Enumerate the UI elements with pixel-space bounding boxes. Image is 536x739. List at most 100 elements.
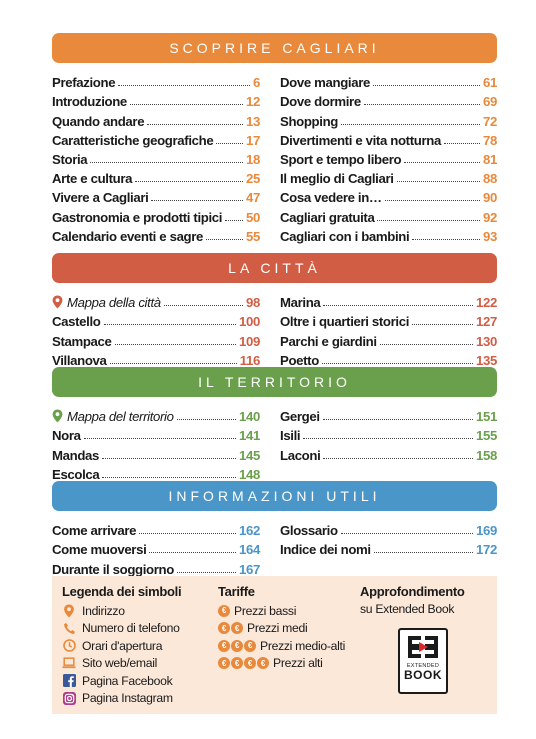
toc-leader-dots [102, 457, 237, 459]
toc-entry-label: Caratteristiche geografiche [52, 132, 214, 148]
legend-symbol-label: Indirizzo [82, 603, 125, 618]
toc-entry[interactable]: Vivere a Cagliari 47 [52, 186, 260, 205]
toc-entry[interactable]: Mandas 145 [52, 443, 260, 463]
toc-entry[interactable]: Come arrivare 162 [52, 519, 260, 538]
toc-entry[interactable]: Escolca 148 [52, 463, 260, 482]
toc-entry[interactable]: Introduzione 12 [52, 90, 260, 109]
euro-coin-icon: € [218, 604, 230, 617]
toc-entry[interactable]: Prefazione 6 [52, 71, 260, 90]
toc-entry[interactable]: Cagliari gratuita 92 [280, 205, 497, 225]
legend-symbol-label: Orari d'apertura [82, 638, 163, 653]
toc-page-number: 81 [483, 151, 497, 167]
toc-leader-dots [118, 85, 251, 87]
toc-entry[interactable]: Stampace 109 [52, 329, 260, 349]
toc-leader-dots [102, 476, 237, 478]
toc-entry[interactable]: Storia 18 [52, 148, 260, 167]
toc-entry[interactable]: Quando andare 13 [52, 109, 260, 129]
toc-entry[interactable]: Oltre i quartieri storici 127 [280, 310, 497, 329]
toc-leader-dots [303, 438, 474, 440]
toc-column-right: Dove mangiare 61 Dove dormire 69 Shopping 72 D… [280, 71, 497, 244]
toc-entry-label: Sport e tempo libero [280, 151, 402, 167]
euro-coins-icon: € [218, 604, 231, 617]
toc-entry-label: Vivere a Cagliari [52, 190, 149, 206]
toc-entry[interactable]: Parchi e giardini 130 [280, 329, 497, 349]
euro-coin-icon: € [218, 657, 230, 670]
toc-entry[interactable]: Caratteristiche geografiche 17 [52, 129, 260, 148]
toc-entry[interactable]: Marina 122 [280, 291, 497, 310]
toc-entry[interactable]: Poetto 135 [280, 349, 497, 368]
toc-page-number: 135 [476, 352, 497, 368]
toc-leader-dots [323, 457, 474, 459]
toc-entry[interactable]: Nora 141 [52, 424, 260, 443]
toc-entry[interactable]: Laconi 158 [280, 443, 497, 463]
euro-coin-icon: € [231, 657, 243, 670]
toc-leader-dots [321, 362, 474, 364]
euro-coins-icon: € € [218, 622, 244, 635]
legend-symbol-item: Orari d'apertura [62, 637, 181, 655]
toc-entry[interactable]: Villanova 116 [52, 349, 260, 368]
toc-entry[interactable]: Gastronomia e prodotti tipici 50 [52, 205, 260, 225]
toc-entry-label: Mappa del territorio [67, 409, 174, 425]
toc-entry-label: Isili [280, 428, 301, 444]
approfondimento-subtitle: su Extended Book [360, 602, 455, 616]
toc-page-number: 88 [483, 171, 497, 187]
toc-entry-label: Prefazione [52, 75, 116, 91]
legend-symbols-title: Legenda dei simboli [62, 584, 182, 599]
toc-entry[interactable]: Castello 100 [52, 310, 260, 329]
toc-entry[interactable]: Glossario 169 [280, 519, 497, 538]
toc-entry-label: Il meglio di Cagliari [280, 171, 394, 187]
toc-entry[interactable]: Cagliari con i bambini 93 [280, 225, 497, 244]
toc-entry-label: Oltre i quartieri storici [280, 314, 410, 330]
toc-leader-dots [90, 161, 244, 163]
toc-leader-dots [114, 343, 237, 345]
toc-entry[interactable]: Durante il soggiorno 167 [52, 557, 260, 577]
legend-tariffa-label: Prezzi medio-alti [260, 638, 345, 653]
map-pin-icon [62, 604, 76, 618]
toc-page-number: 164 [239, 542, 260, 558]
toc-entry-label: Quando andare [52, 113, 145, 129]
legend-symbol-label: Pagina Instagram [82, 691, 173, 706]
toc-map-entry[interactable]: Mappa del territorio 140 [52, 405, 260, 424]
toc-entry[interactable]: Divertimenti e vita notturna 78 [280, 129, 497, 148]
toc-page-number: 55 [246, 228, 260, 244]
toc-column-right: Gergei 151 Isili 155 Laconi 158 [280, 405, 497, 482]
toc-entry[interactable]: Dove mangiare 61 [280, 71, 497, 90]
toc-column-left: Mappa della città 98 Castello 100 Stampace 10… [52, 291, 260, 368]
toc-column-left: Prefazione 6 Introduzione 12 Quando andare 13… [52, 71, 260, 244]
legend-symbol-label: Sito web/email [82, 656, 158, 671]
toc-entry-label: Parchi e giardini [280, 333, 377, 349]
section-header: INFORMAZIONI UTILI [52, 481, 497, 511]
toc-map-entry[interactable]: Mappa della città 98 [52, 291, 260, 310]
toc-entry[interactable]: Isili 155 [280, 424, 497, 443]
toc-page-number: 116 [239, 352, 261, 368]
legend-tariffa-label: Prezzi bassi [234, 603, 297, 618]
toc-entry-label: Dove mangiare [280, 75, 370, 91]
toc-entry-label: Escolca [52, 466, 100, 482]
toc-leader-dots [225, 219, 244, 221]
instagram-icon [62, 691, 76, 705]
toc-entry[interactable]: Indice dei nomi 172 [280, 538, 497, 557]
euro-coin-icon: € [218, 622, 230, 635]
toc-leader-dots [323, 305, 474, 307]
toc-entry[interactable]: Cosa vedere in… 90 [280, 186, 497, 205]
laptop-icon [62, 656, 76, 670]
toc-leader-dots [135, 181, 244, 183]
legend-symbols: Legenda dei simboli Indirizzo Numero di t… [62, 584, 182, 707]
toc-entry[interactable]: Gergei 151 [280, 405, 497, 424]
toc-entry[interactable]: Arte e cultura 25 [52, 167, 260, 186]
toc-entry[interactable]: Sport e tempo libero 81 [280, 148, 497, 167]
euro-coin-icon: € [231, 639, 243, 652]
facebook-icon [62, 674, 76, 688]
toc-entry-label: Castello [52, 314, 101, 330]
toc-entry[interactable]: Il meglio di Cagliari 88 [280, 167, 497, 186]
toc-entry[interactable]: Calendario eventi e sagre 55 [52, 225, 260, 244]
toc-entry[interactable]: Dove dormire 69 [280, 90, 497, 109]
toc-entry-label: Mandas [52, 447, 99, 463]
toc-entry[interactable]: Come muoversi 164 [52, 538, 260, 557]
toc-leader-dots [176, 419, 237, 421]
legend-symbol-item: Numero di telefono [62, 620, 181, 638]
euro-coin-icon: € [244, 657, 256, 670]
toc-entry[interactable]: Shopping 72 [280, 109, 497, 129]
toc-entry-label: Laconi [280, 447, 321, 463]
extended-book-logo: EXTENDED BOOK [398, 628, 448, 694]
